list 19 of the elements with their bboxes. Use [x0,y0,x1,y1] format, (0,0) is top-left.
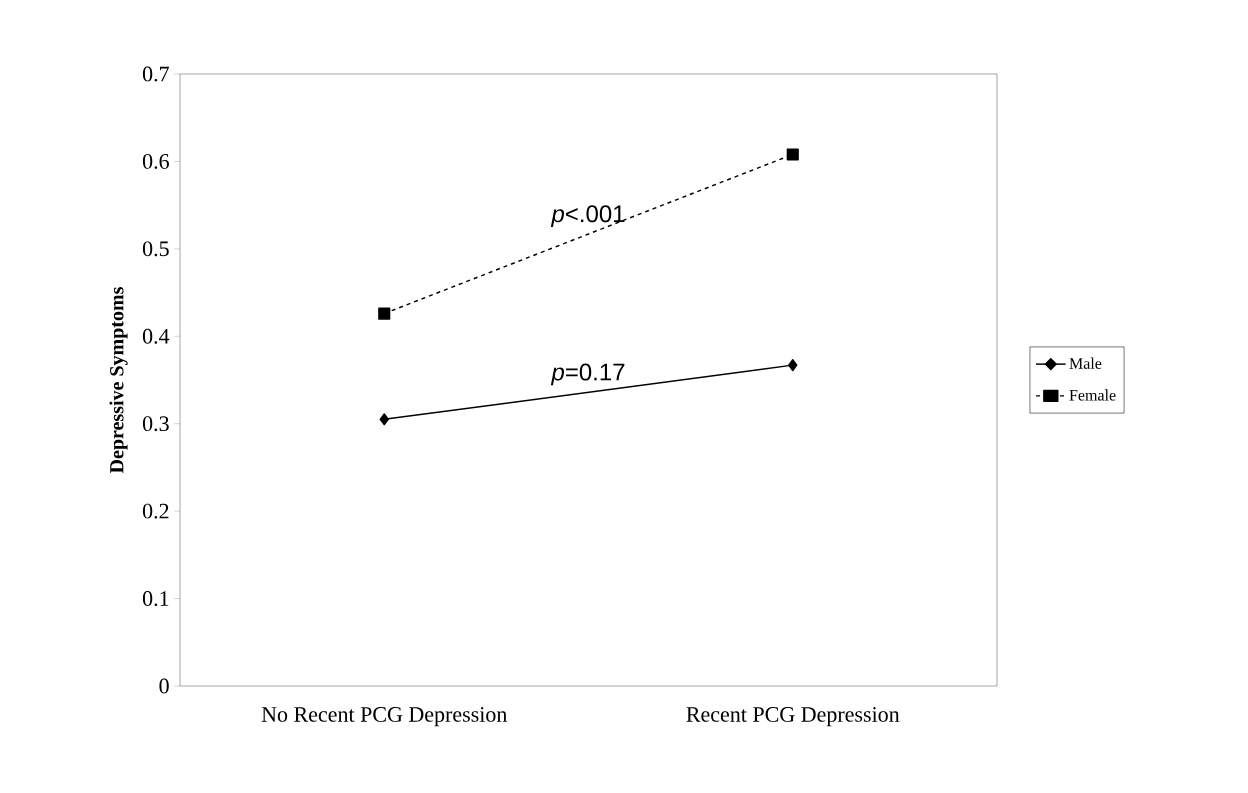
y-tick-label: 0.4 [142,328,170,344]
y-tick-label: 0.7 [142,66,169,82]
y-tick-label: 0.5 [142,241,169,257]
point [788,359,798,372]
annotation: p<.001 [550,205,625,228]
point [786,148,799,161]
point [378,307,391,320]
y-tick-label: 0.2 [142,503,169,519]
y-tick-label: 0.6 [142,153,169,169]
y-tick-label: 0 [159,678,169,694]
x-tick-label: No Recent PCG Depression [261,707,508,727]
point [379,413,389,426]
legend-label: Female [1069,389,1116,401]
annotation: p=0.17 [550,363,625,386]
legend-label: Male [1069,357,1102,369]
y-tick-label: 0.1 [142,591,169,607]
y-tick-label: 0.3 [142,416,169,432]
y-axis-title: Depressive Symptoms [109,287,128,474]
x-tick-label: Recent PCG Depression [686,707,900,727]
